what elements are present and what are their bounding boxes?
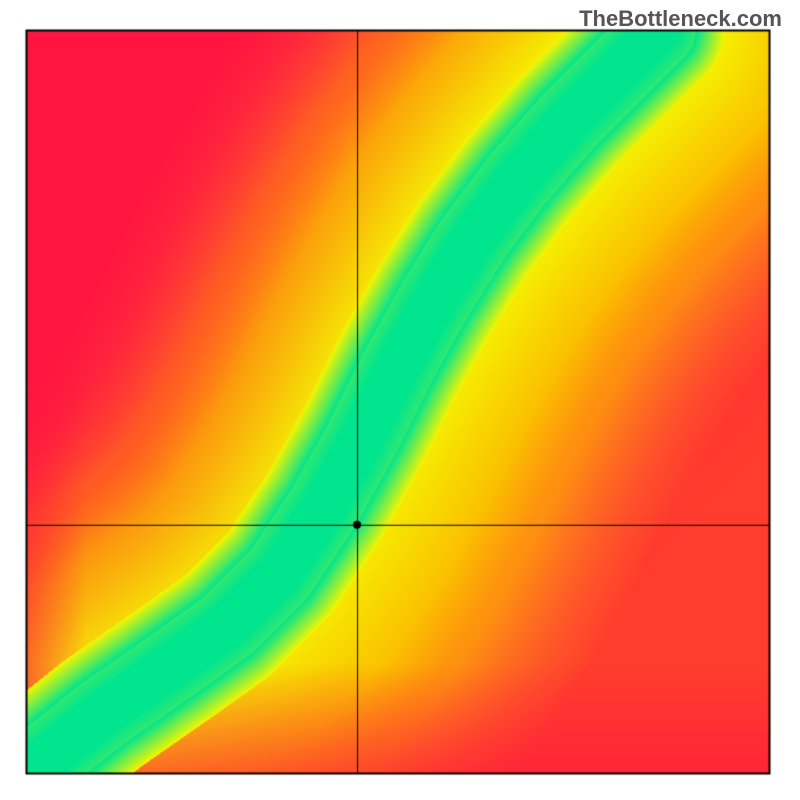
watermark-text: TheBottleneck.com: [579, 6, 782, 32]
heatmap-canvas: [0, 0, 800, 800]
chart-container: TheBottleneck.com: [0, 0, 800, 800]
